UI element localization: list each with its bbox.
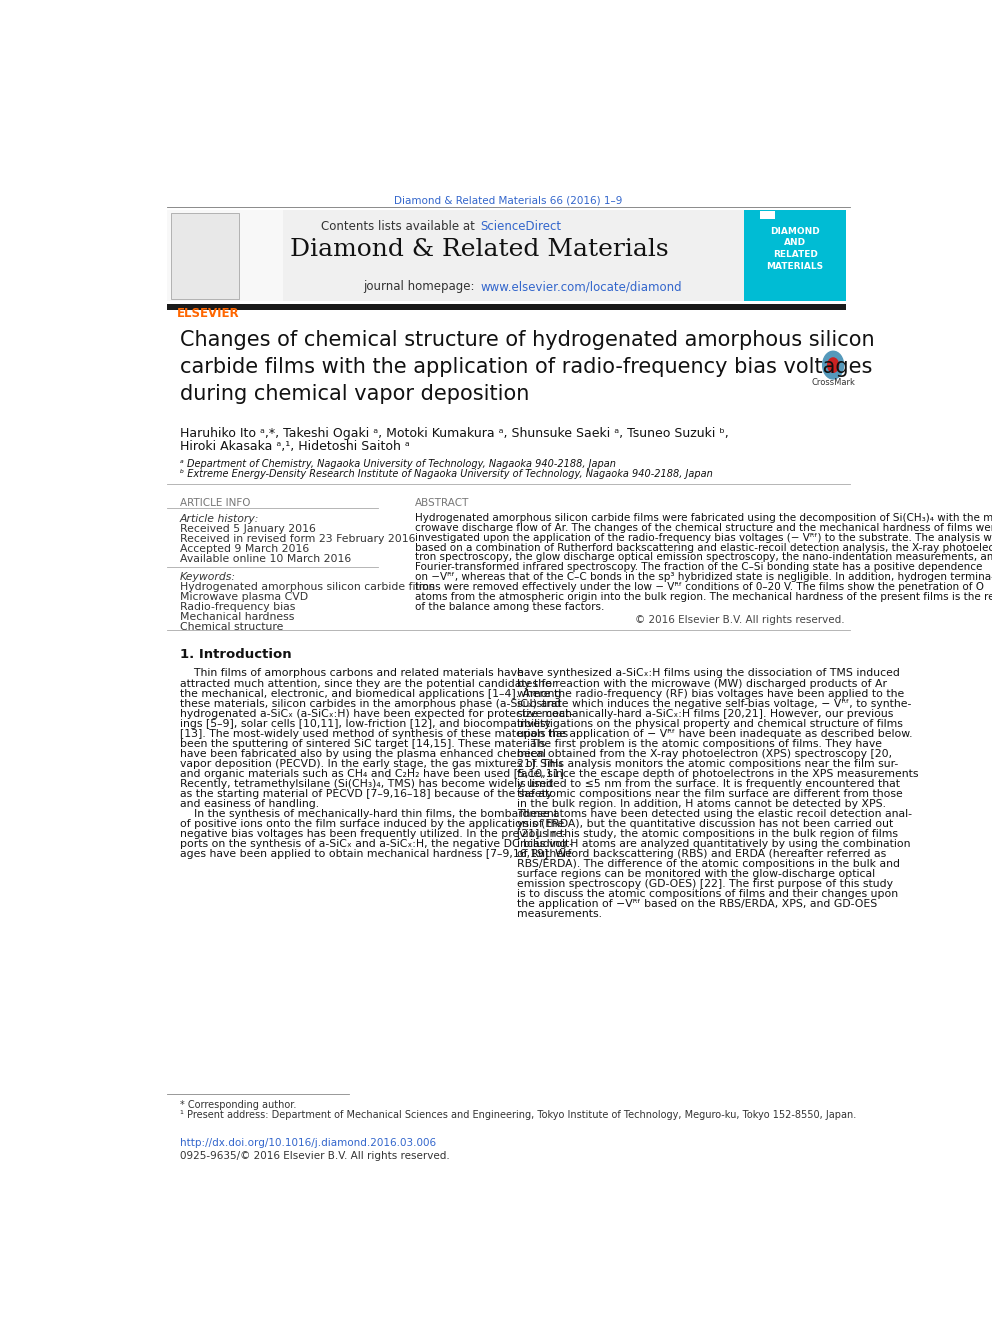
Text: RBS/ERDA). The difference of the atomic compositions in the bulk and: RBS/ERDA). The difference of the atomic … <box>517 859 900 869</box>
Text: Diamond & Related Materials 66 (2016) 1–9: Diamond & Related Materials 66 (2016) 1–… <box>394 196 623 205</box>
Text: the mechanical, electronic, and biomedical applications [1–4]. Among: the mechanical, electronic, and biomedic… <box>180 688 561 699</box>
Text: emission spectroscopy (GD-OES) [22]. The first purpose of this study: emission spectroscopy (GD-OES) [22]. The… <box>517 878 893 889</box>
Text: Hydrogenated amorphous silicon carbide films: Hydrogenated amorphous silicon carbide f… <box>180 582 434 593</box>
Text: Recently, tetramethylsilane (Si(CH₃)₄, TMS) has become widely used: Recently, tetramethylsilane (Si(CH₃)₄, T… <box>180 779 554 789</box>
Text: crowave discharge flow of Ar. The changes of the chemical structure and the mech: crowave discharge flow of Ar. The change… <box>415 523 992 533</box>
Text: surface regions can be monitored with the glow-discharge optical: surface regions can be monitored with th… <box>517 869 875 878</box>
Text: and organic materials such as CH₄ and C₂H₂ have been used [5,10,11].: and organic materials such as CH₄ and C₂… <box>180 769 567 779</box>
Text: [21]. In this study, the atomic compositions in the bulk region of films: [21]. In this study, the atomic composit… <box>517 828 898 839</box>
Text: Keywords:: Keywords: <box>180 573 236 582</box>
Text: ᵃ Department of Chemistry, Nagaoka University of Technology, Nagaoka 940-2188, J: ᵃ Department of Chemistry, Nagaoka Unive… <box>180 459 616 470</box>
Text: The first problem is the atomic compositions of films. They have: The first problem is the atomic composit… <box>517 738 882 749</box>
Text: ABSTRACT: ABSTRACT <box>415 497 469 508</box>
Text: ¹ Present address: Department of Mechanical Sciences and Engineering, Tokyo Inst: ¹ Present address: Department of Mechani… <box>180 1110 856 1119</box>
Text: Haruhiko Ito ᵃ,*, Takeshi Ogaki ᵃ, Motoki Kumakura ᵃ, Shunsuke Saeki ᵃ, Tsuneo S: Haruhiko Ito ᵃ,*, Takeshi Ogaki ᵃ, Motok… <box>180 427 728 439</box>
Text: by the reaction with the microwave (MW) discharged products of Ar: by the reaction with the microwave (MW) … <box>517 679 887 688</box>
Text: In the synthesis of mechanically-hard thin films, the bombardment: In the synthesis of mechanically-hard th… <box>180 808 558 819</box>
Text: been obtained from the X-ray photoelectron (XPS) spectroscopy [20,: been obtained from the X-ray photoelectr… <box>517 749 892 758</box>
Text: measurements.: measurements. <box>517 909 602 918</box>
Bar <box>744 210 846 302</box>
Bar <box>171 213 239 299</box>
Text: 0925-9635/© 2016 Elsevier B.V. All rights reserved.: 0925-9635/© 2016 Elsevier B.V. All right… <box>180 1151 449 1160</box>
Text: of the balance among these factors.: of the balance among these factors. <box>415 602 604 611</box>
Text: Received in revised form 23 February 2016: Received in revised form 23 February 201… <box>180 533 416 544</box>
Text: atoms from the atmospheric origin into the bulk region. The mechanical hardness : atoms from the atmospheric origin into t… <box>415 591 992 602</box>
Text: These atoms have been detected using the elastic recoil detection anal-: These atoms have been detected using the… <box>517 808 912 819</box>
Text: investigations on the physical property and chemical structure of films: investigations on the physical property … <box>517 718 903 729</box>
Text: and easiness of handling.: and easiness of handling. <box>180 799 318 808</box>
Bar <box>167 303 846 310</box>
Bar <box>760 212 775 218</box>
Text: Hiroki Akasaka ᵃ,¹, Hidetoshi Saitoh ᵃ: Hiroki Akasaka ᵃ,¹, Hidetoshi Saitoh ᵃ <box>180 439 410 452</box>
Text: investigated upon the application of the radio-frequency bias voltages (− Vᴿᶠ) t: investigated upon the application of the… <box>415 533 992 542</box>
Text: * Corresponding author.: * Corresponding author. <box>180 1099 297 1110</box>
Text: Mechanical hardness: Mechanical hardness <box>180 613 295 622</box>
Text: ings [5–9], solar cells [10,11], low-friction [12], and biocompatibility: ings [5–9], solar cells [10,11], low-fri… <box>180 718 551 729</box>
Text: Contents lists available at: Contents lists available at <box>321 220 479 233</box>
Text: on −Vᴿᶠ, whereas that of the C–C bonds in the sp³ hybridized state is negligible: on −Vᴿᶠ, whereas that of the C–C bonds i… <box>415 572 992 582</box>
Text: is limited to ≤5 nm from the surface. It is frequently encountered that: is limited to ≤5 nm from the surface. It… <box>517 779 900 789</box>
Text: ScienceDirect: ScienceDirect <box>480 220 561 233</box>
Text: vapor deposition (PECVD). In the early stage, the gas mixtures of SiH₄: vapor deposition (PECVD). In the early s… <box>180 758 562 769</box>
Text: been the sputtering of sintered SiC target [14,15]. These materials: been the sputtering of sintered SiC targ… <box>180 738 545 749</box>
Text: is to discuss the atomic compositions of films and their changes upon: is to discuss the atomic compositions of… <box>517 889 898 898</box>
Text: Received 5 January 2016: Received 5 January 2016 <box>180 524 315 533</box>
Text: negative bias voltages has been frequently utilized. In the previous re-: negative bias voltages has been frequent… <box>180 828 566 839</box>
Text: ports on the synthesis of a-SiCₓ and a-SiCₓ:H, the negative DC bias volt-: ports on the synthesis of a-SiCₓ and a-S… <box>180 839 573 848</box>
Text: upon the application of − Vᴿᶠ have been inadequate as described below.: upon the application of − Vᴿᶠ have been … <box>517 729 913 738</box>
Text: Diamond & Related Materials: Diamond & Related Materials <box>290 238 669 261</box>
Circle shape <box>827 359 838 372</box>
Text: [13]. The most-widely used method of synthesis of these materials has: [13]. The most-widely used method of syn… <box>180 729 568 738</box>
Text: journal homepage:: journal homepage: <box>364 280 479 294</box>
Text: tions were removed effectively under the low − Vᴿᶠ conditions of 0–20 V. The fil: tions were removed effectively under the… <box>415 582 984 591</box>
Text: ARTICLE INFO: ARTICLE INFO <box>180 497 250 508</box>
Text: Fourier-transformed infrared spectroscopy. The fraction of the C–Si bonding stat: Fourier-transformed infrared spectroscop… <box>415 562 982 573</box>
Text: © 2016 Elsevier B.V. All rights reserved.: © 2016 Elsevier B.V. All rights reserved… <box>635 615 845 624</box>
Text: DIAMOND
AND
RELATED
MATERIALS: DIAMOND AND RELATED MATERIALS <box>767 226 823 271</box>
Text: including H atoms are analyzed quantitatively by using the combination: including H atoms are analyzed quantitat… <box>517 839 911 848</box>
Text: Accepted 9 March 2016: Accepted 9 March 2016 <box>180 544 310 554</box>
Text: of positive ions onto the film surface induced by the application of the: of positive ions onto the film surface i… <box>180 819 564 828</box>
Bar <box>167 210 744 302</box>
Text: Changes of chemical structure of hydrogenated amorphous silicon
carbide films wi: Changes of chemical structure of hydroge… <box>180 329 874 404</box>
Text: Chemical structure: Chemical structure <box>180 622 283 632</box>
Text: www.elsevier.com/locate/diamond: www.elsevier.com/locate/diamond <box>480 280 682 294</box>
Text: of Rutherford backscattering (RBS) and ERDA (hereafter referred as: of Rutherford backscattering (RBS) and E… <box>517 848 886 859</box>
Text: these materials, silicon carbides in the amorphous phase (a-SiCₓ) and: these materials, silicon carbides in the… <box>180 699 560 709</box>
Text: Radio-frequency bias: Radio-frequency bias <box>180 602 296 613</box>
Text: have synthesized a-SiCₓ:H films using the dissociation of TMS induced: have synthesized a-SiCₓ:H films using th… <box>517 668 900 679</box>
Text: in the bulk region. In addition, H atoms cannot be detected by XPS.: in the bulk region. In addition, H atoms… <box>517 799 886 808</box>
Text: 1. Introduction: 1. Introduction <box>180 648 292 660</box>
Text: the application of −Vᴿᶠ based on the RBS/ERDA, XPS, and GD-OES: the application of −Vᴿᶠ based on the RBS… <box>517 898 877 909</box>
Text: Available online 10 March 2016: Available online 10 March 2016 <box>180 554 351 564</box>
Text: substrate which induces the negative self-bias voltage, − Vᴿᶠ, to synthe-: substrate which induces the negative sel… <box>517 699 912 709</box>
Text: Microwave plasma CVD: Microwave plasma CVD <box>180 593 308 602</box>
Text: size mechanically-hard a-SiCₓ:H films [20,21]. However, our previous: size mechanically-hard a-SiCₓ:H films [2… <box>517 709 894 718</box>
Text: ages have been applied to obtain mechanical hardness [7–9,16,19]. We: ages have been applied to obtain mechani… <box>180 848 571 859</box>
Text: face, since the escape depth of photoelectrons in the XPS measurements: face, since the escape depth of photoele… <box>517 769 919 779</box>
Text: Article history:: Article history: <box>180 513 259 524</box>
Circle shape <box>822 352 843 378</box>
Text: Thin films of amorphous carbons and related materials have: Thin films of amorphous carbons and rela… <box>180 668 524 679</box>
Text: have been fabricated also by using the plasma enhanced chemical: have been fabricated also by using the p… <box>180 749 546 758</box>
Text: based on a combination of Rutherford backscattering and elastic-recoil detection: based on a combination of Rutherford bac… <box>415 542 992 553</box>
Bar <box>167 210 283 302</box>
Text: as the starting material of PECVD [7–9,16–18] because of the safety: as the starting material of PECVD [7–9,1… <box>180 789 553 799</box>
Text: Hydrogenated amorphous silicon carbide films were fabricated using the decomposi: Hydrogenated amorphous silicon carbide f… <box>415 513 992 523</box>
Text: CrossMark: CrossMark <box>811 378 855 388</box>
Text: the atomic compositions near the film surface are different from those: the atomic compositions near the film su… <box>517 789 903 799</box>
Text: tron spectroscopy, the glow discharge optical emission spectroscopy, the nano-in: tron spectroscopy, the glow discharge op… <box>415 553 992 562</box>
Text: ᵇ Extreme Energy-Density Research Institute of Nagaoka University of Technology,: ᵇ Extreme Energy-Density Research Instit… <box>180 470 712 479</box>
Text: attracted much attention, since they are the potential candidates for: attracted much attention, since they are… <box>180 679 557 688</box>
Text: where the radio-frequency (RF) bias voltages have been applied to the: where the radio-frequency (RF) bias volt… <box>517 688 904 699</box>
Text: hydrogenated a-SiCₓ (a-SiCₓ:H) have been expected for protective coat-: hydrogenated a-SiCₓ (a-SiCₓ:H) have been… <box>180 709 573 718</box>
Text: ysis (ERDA), but the quantitative discussion has not been carried out: ysis (ERDA), but the quantitative discus… <box>517 819 893 828</box>
Text: ELSEVIER: ELSEVIER <box>177 307 239 320</box>
Text: 21]. This analysis monitors the atomic compositions near the film sur-: 21]. This analysis monitors the atomic c… <box>517 758 898 769</box>
Text: http://dx.doi.org/10.1016/j.diamond.2016.03.006: http://dx.doi.org/10.1016/j.diamond.2016… <box>180 1138 435 1148</box>
